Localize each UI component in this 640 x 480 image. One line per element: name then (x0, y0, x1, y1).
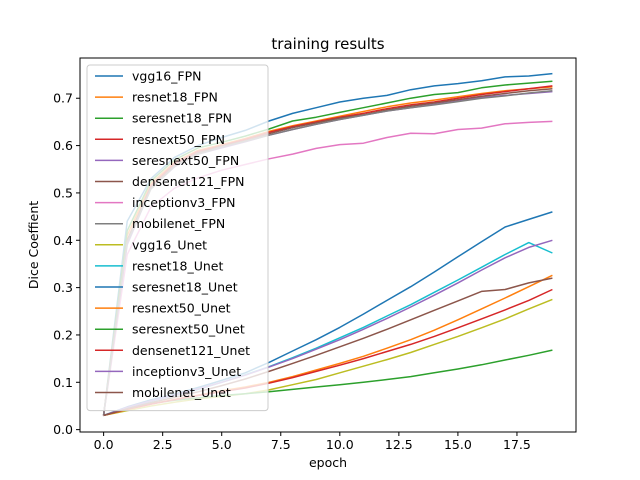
y-tick-label: 0.1 (53, 375, 73, 390)
y-axis: 0.0 0.1 0.2 0.3 0.4 0.5 0.6 0.7 (53, 91, 80, 437)
legend-label: seresnet18_Unet (132, 280, 238, 295)
plot-area-frame (79, 57, 577, 433)
legend-label: inceptionv3_Unet (132, 364, 241, 379)
legend-label: densenet121_FPN (132, 174, 244, 189)
x-axis: 0.0 2.5 5.0 7.5 10.0 12.5 15.0 17.5 (94, 432, 531, 452)
y-tick-label: 0.4 (53, 233, 73, 248)
x-tick-label: 0.0 (94, 437, 114, 452)
legend-label: resnet18_FPN (132, 90, 218, 105)
legend-label: resnext50_Unet (132, 301, 231, 316)
legend-label: resnet18_Unet (132, 258, 223, 273)
legend-label: resnext50_FPN (132, 132, 225, 147)
x-axis-title: epoch (309, 455, 347, 470)
x-tick-label: 15.0 (444, 437, 472, 452)
x-tick-label: 5.0 (212, 437, 232, 452)
chart-title: training results (271, 35, 384, 53)
x-tick-label: 10.0 (326, 437, 354, 452)
legend-label: seresnext50_Unet (132, 322, 245, 337)
x-tick-label: 12.5 (385, 437, 413, 452)
y-tick-label: 0.2 (53, 327, 73, 342)
x-tick-label: 7.5 (271, 437, 291, 452)
legend-label: inceptionv3_FPN (132, 195, 236, 210)
legend-label: vgg16_Unet (132, 237, 207, 252)
legend-label: seresnext50_FPN (132, 153, 239, 168)
y-tick-label: 0.5 (53, 185, 73, 200)
y-axis-title: Dice Coeffient (26, 201, 41, 289)
legend-label: mobilenet_FPN (132, 216, 225, 231)
legend-label: seresnet18_FPN (132, 111, 232, 126)
y-tick-label: 0.6 (53, 138, 73, 153)
legend: vgg16_FPN resnet18_FPN seresnet18_FPNresne… (86, 64, 269, 412)
x-tick-label: 2.5 (153, 437, 173, 452)
y-tick-label: 0.7 (53, 91, 73, 106)
legend-label: vgg16_FPN (132, 69, 202, 84)
legend-label: densenet121_Unet (132, 343, 250, 358)
legend-label: mobilenet_Unet (132, 385, 231, 400)
y-tick-label: 0.3 (53, 280, 73, 295)
x-tick-label: 17.5 (503, 437, 531, 452)
legend-box (86, 64, 269, 412)
y-tick-label: 0.0 (53, 422, 73, 437)
